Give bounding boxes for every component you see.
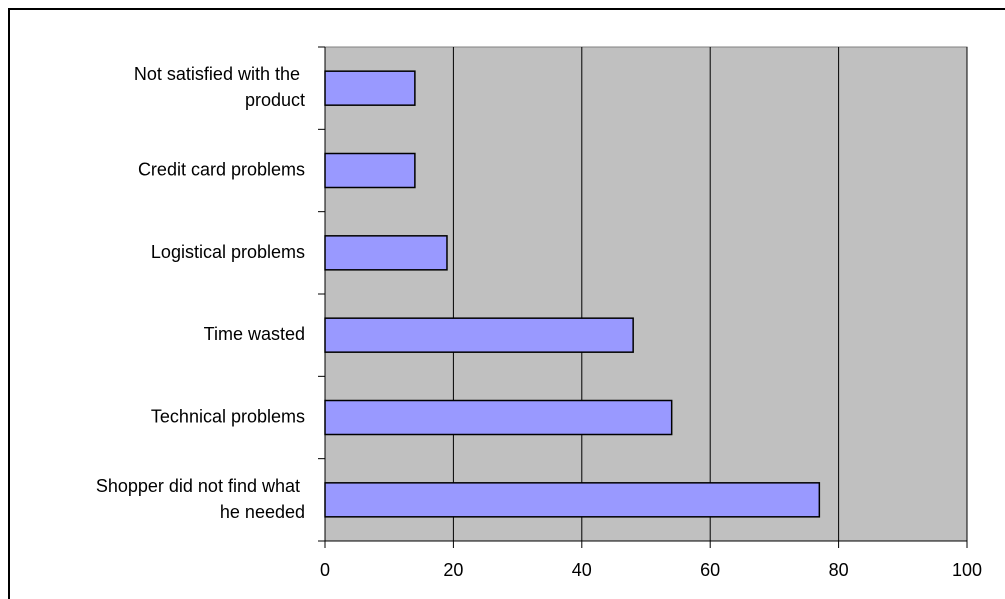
- bar: [324, 482, 821, 518]
- x-tick-label: 40: [572, 560, 592, 580]
- y-tick-label: Technical problems: [151, 406, 305, 426]
- bar: [324, 317, 634, 353]
- y-tick-label: Not satisfied with the product: [134, 64, 305, 110]
- y-tick-label: Credit card problems: [138, 159, 305, 179]
- bar: [324, 152, 416, 189]
- x-tick-label: 60: [700, 560, 720, 580]
- x-tick-label: 100: [952, 560, 982, 580]
- y-tick-label: Time wasted: [204, 324, 305, 344]
- y-tick-label: Shopper did not find what he needed: [96, 476, 305, 522]
- bar: [324, 70, 416, 106]
- bar: [324, 399, 673, 436]
- bar: [324, 235, 448, 271]
- x-tick-label: 80: [829, 560, 849, 580]
- x-tick-label: 0: [320, 560, 330, 580]
- plot-area: [324, 46, 968, 542]
- x-tick-label: 20: [443, 560, 463, 580]
- y-tick-label: Logistical problems: [151, 242, 305, 262]
